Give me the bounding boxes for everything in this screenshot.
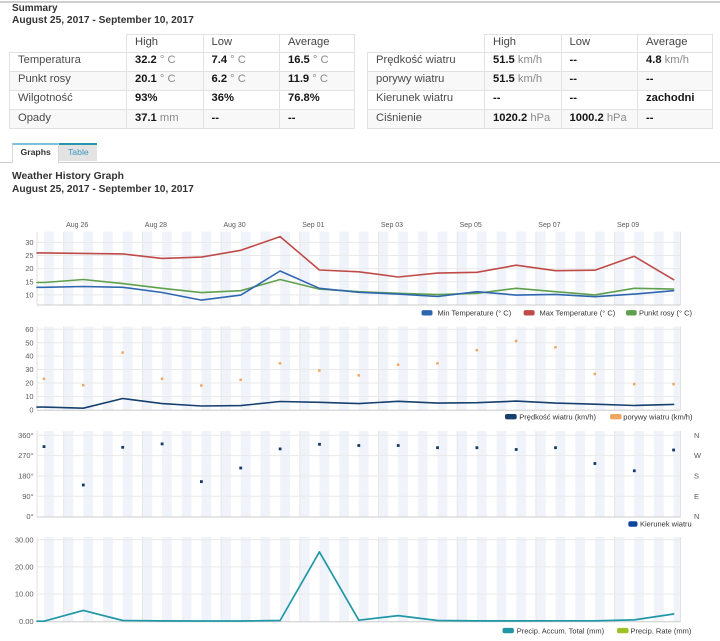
svg-text:40: 40 <box>25 352 33 361</box>
svg-text:30: 30 <box>25 238 33 247</box>
svg-text:15: 15 <box>25 277 33 286</box>
svg-text:porywy wiatru (km/h): porywy wiatru (km/h) <box>623 412 693 421</box>
svg-text:Sep 05: Sep 05 <box>460 222 482 229</box>
svg-text:30.00: 30.00 <box>15 535 34 544</box>
svg-text:10: 10 <box>25 392 33 401</box>
svg-text:Aug 28: Aug 28 <box>145 222 167 229</box>
svg-text:Sep 03: Sep 03 <box>381 222 403 229</box>
svg-text:Aug 30: Aug 30 <box>224 222 246 229</box>
svg-text:Prędkość wiatru (km/h): Prędkość wiatru (km/h) <box>519 412 596 421</box>
svg-text:90°: 90° <box>22 492 33 501</box>
svg-text:0°: 0° <box>26 512 33 521</box>
svg-text:20.00: 20.00 <box>15 563 34 572</box>
svg-text:20: 20 <box>25 264 33 273</box>
svg-text:270°: 270° <box>18 451 34 460</box>
svg-text:360°: 360° <box>18 431 34 440</box>
svg-text:0.00: 0.00 <box>19 617 34 626</box>
svg-text:Sep 09: Sep 09 <box>617 222 639 229</box>
svg-text:60: 60 <box>25 325 33 334</box>
svg-text:50: 50 <box>25 338 33 347</box>
svg-text:10.00: 10.00 <box>15 590 34 599</box>
svg-text:25: 25 <box>25 251 33 260</box>
svg-text:Sep 01: Sep 01 <box>302 222 324 229</box>
svg-text:N: N <box>694 512 699 521</box>
svg-text:Max Temperature (° C): Max Temperature (° C) <box>540 309 616 318</box>
svg-text:N: N <box>694 431 699 440</box>
svg-text:180°: 180° <box>18 472 34 481</box>
svg-text:10: 10 <box>25 291 33 300</box>
svg-text:Aug 26: Aug 26 <box>66 222 88 229</box>
svg-text:W: W <box>694 451 702 460</box>
svg-text:Precip. Rate (mm): Precip. Rate (mm) <box>631 626 692 635</box>
svg-text:Punkt rosy (° C): Punkt rosy (° C) <box>639 309 693 318</box>
svg-text:Kierunek wiatru: Kierunek wiatru <box>640 520 692 529</box>
svg-text:0: 0 <box>29 405 33 414</box>
svg-text:Precip. Accum. Total (mm): Precip. Accum. Total (mm) <box>517 626 605 635</box>
svg-text:S: S <box>694 472 699 481</box>
svg-text:30: 30 <box>25 365 33 374</box>
svg-text:E: E <box>694 492 699 501</box>
svg-text:Min Temperature (° C): Min Temperature (° C) <box>438 309 512 318</box>
svg-text:20: 20 <box>25 379 33 388</box>
svg-text:Sep 07: Sep 07 <box>538 222 560 229</box>
